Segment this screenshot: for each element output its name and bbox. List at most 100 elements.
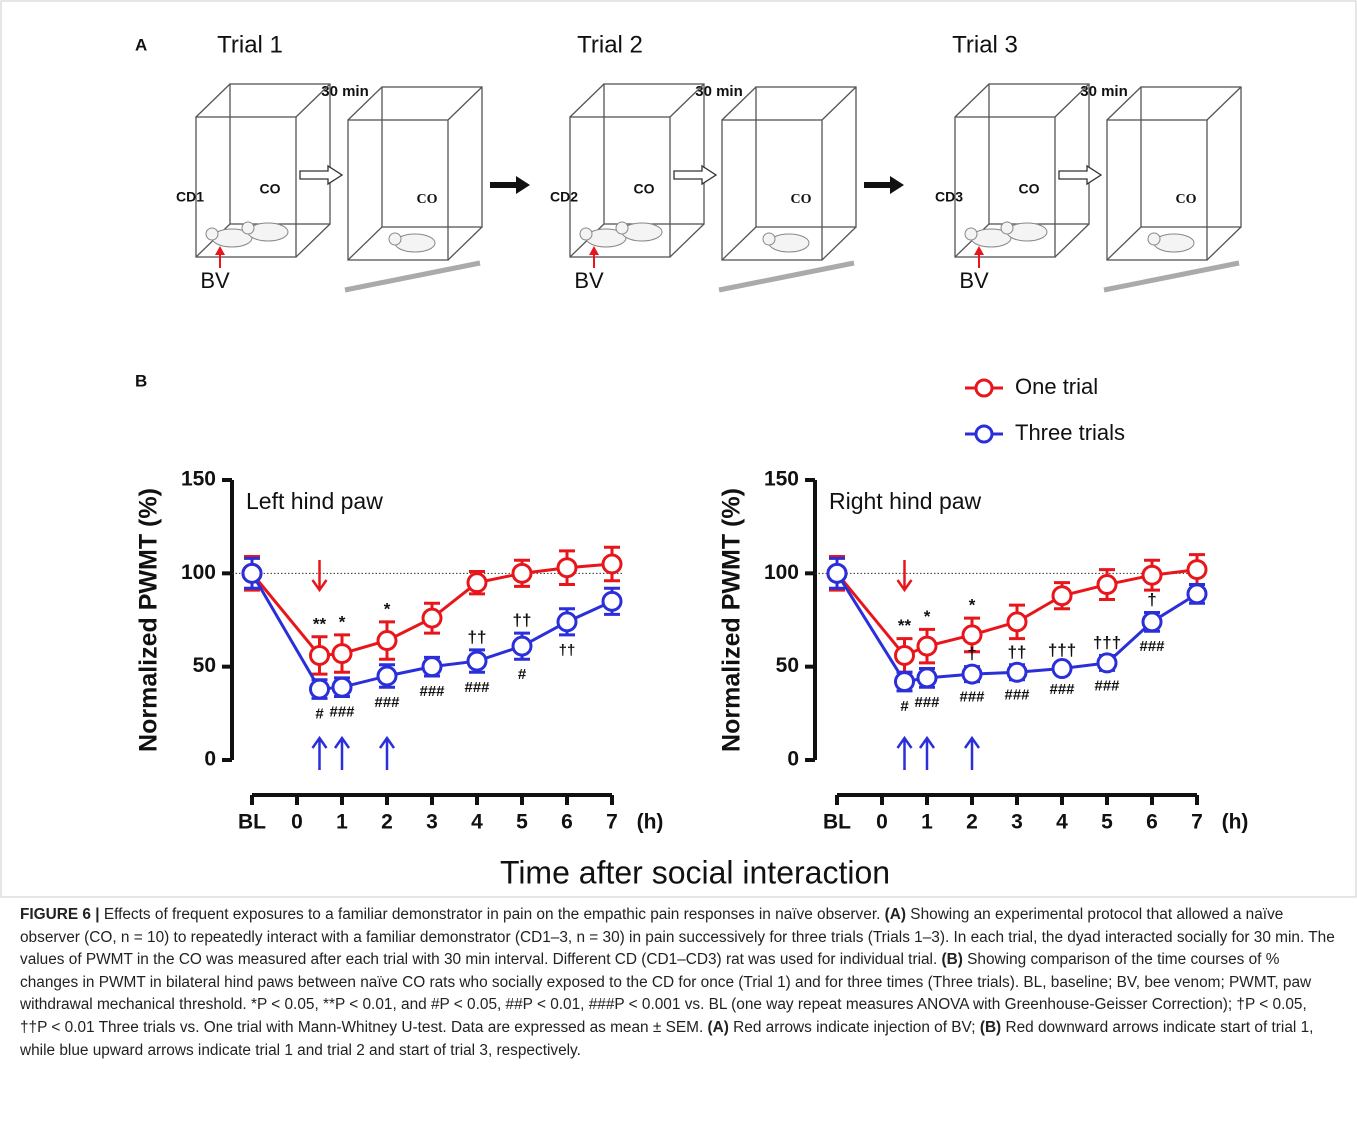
trial: Trial 3 30 min CD3 CO CO BV: [935, 31, 1242, 293]
x-tick-label: 0: [291, 811, 303, 834]
significance-label: ###: [374, 694, 400, 711]
data-point: [916, 667, 938, 689]
red-arrow-head: [589, 246, 599, 255]
mouse-head: [579, 227, 593, 241]
legend-marker: [974, 378, 994, 398]
significance-label: ††: [513, 611, 532, 630]
chart-title: Left hind paw: [246, 488, 383, 514]
observer: CO: [1019, 181, 1040, 197]
caption-text: (A): [707, 1018, 729, 1036]
significance-label: †: [967, 644, 976, 663]
up-arrow: [311, 735, 328, 770]
red-arrow-head: [215, 246, 225, 255]
y-tick-label: 50: [776, 654, 799, 677]
interval: 30 min: [321, 83, 369, 100]
trial-arrow: [864, 176, 904, 194]
data-point: [376, 665, 398, 687]
data-point: [1006, 611, 1028, 633]
x-tick-label: 2: [966, 811, 978, 834]
injection: BV: [574, 268, 604, 293]
caption: FIGURE 6 | Effects of frequent exposures…: [20, 904, 1338, 1062]
chart-title: Right hind paw: [829, 488, 982, 514]
injection: BV: [200, 268, 230, 293]
significance-label: ###: [419, 683, 445, 700]
x-tick-label: 3: [426, 811, 438, 834]
data-point: [466, 650, 488, 672]
data-point: [1006, 661, 1028, 683]
significance-label: ††: [1008, 642, 1027, 661]
down-arrow: [311, 560, 328, 593]
data-point: [331, 643, 353, 665]
significance-label: *: [384, 599, 391, 618]
data-point: [894, 671, 915, 693]
box: [755, 86, 857, 228]
data-point: [601, 553, 623, 575]
x-tick-label: 6: [1146, 811, 1158, 834]
up-arrow: [896, 735, 913, 770]
x-tick-label: 7: [606, 811, 618, 834]
box: [1106, 119, 1208, 261]
observer: CO: [417, 192, 438, 207]
data-point: [376, 630, 398, 652]
box-edge: [954, 83, 990, 118]
data-point: [1141, 611, 1163, 633]
significance-label: ###: [1094, 677, 1120, 694]
caption-text: (B): [979, 1018, 1002, 1036]
data-point: [961, 624, 983, 646]
significance-label: ###: [1139, 638, 1165, 655]
demonstrator: CD2: [550, 189, 578, 205]
caption-text: FIGURE 6 |: [20, 906, 100, 923]
up-arrow: [378, 735, 396, 770]
box: [347, 119, 449, 261]
x-axis-title: Time after social interaction: [500, 854, 890, 890]
caption-text: Showing an experimental protocol that al…: [20, 906, 1335, 969]
significance-label: ###: [1049, 681, 1075, 698]
x-tick-label: BL: [823, 811, 851, 834]
box-edge: [821, 226, 857, 261]
y-tick-label: 150: [181, 468, 216, 491]
box-edge: [447, 226, 483, 261]
legend-label: One trial: [1015, 374, 1098, 399]
mouse-head: [241, 221, 255, 235]
data-point: [1141, 564, 1163, 586]
frame: [0, 0, 1357, 898]
box-edge: [347, 226, 383, 261]
data-point: [1096, 652, 1118, 674]
x-tick-label: 0: [876, 811, 888, 834]
platform: [718, 260, 855, 293]
panel-label: A: [135, 35, 147, 54]
box: [603, 83, 705, 225]
caption-text: (B): [941, 951, 963, 969]
box-edge: [1106, 86, 1142, 121]
y-axis-title: Normalized PWMT (%): [135, 488, 163, 752]
data-point: [556, 557, 578, 579]
data-point: [1051, 585, 1073, 607]
hollow-arrow: [299, 164, 344, 186]
data-point: [1096, 574, 1118, 596]
box-edge: [669, 83, 705, 118]
platform: [344, 260, 481, 293]
box-edge: [1106, 226, 1142, 261]
observer: CO: [260, 181, 281, 197]
up-arrow: [918, 735, 936, 770]
y-axis-title: Normalized PWMT (%): [718, 488, 746, 752]
trial-title: Trial 1: [217, 31, 283, 58]
data-point: [826, 562, 848, 584]
platform: [1103, 260, 1240, 293]
data-point: [511, 635, 533, 657]
box: [988, 83, 1090, 225]
hollow-arrow: [1058, 164, 1103, 186]
caption-text: (A): [884, 906, 907, 923]
x-tick-label: 6: [561, 811, 573, 834]
demonstrator: CD3: [935, 189, 963, 205]
data-point: [1051, 658, 1073, 680]
x-tick-label: 2: [381, 811, 393, 834]
mouse-head: [388, 232, 402, 246]
box-edge: [721, 86, 757, 121]
box: [381, 86, 483, 228]
caption-text: Red downward arrows indicate start of tr…: [20, 1018, 1314, 1059]
significance-label: ††: [559, 642, 576, 659]
box: [954, 116, 1056, 258]
data-point: [894, 644, 915, 666]
